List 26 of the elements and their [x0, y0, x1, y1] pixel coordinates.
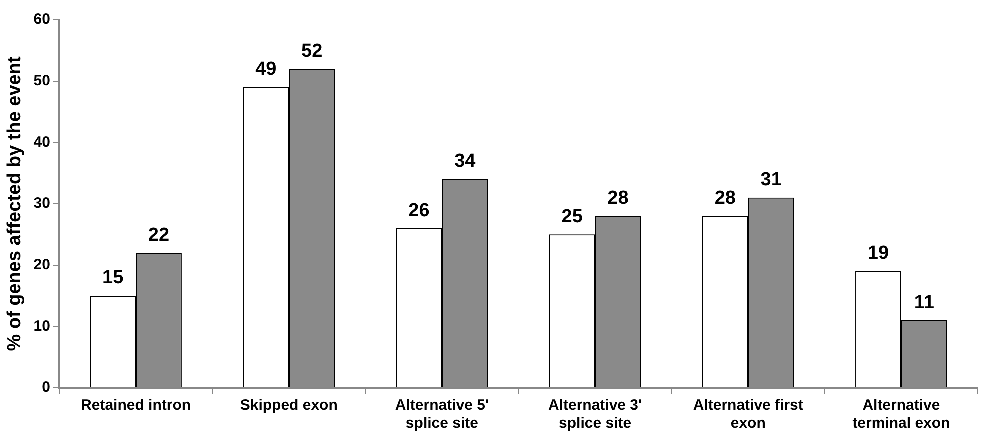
data-label: 52 — [302, 40, 323, 62]
data-label: 19 — [868, 243, 890, 264]
data-label: 15 — [102, 268, 124, 289]
data-label: 34 — [454, 151, 476, 172]
y-tick-label: 10 — [34, 318, 50, 335]
y-tick-label: 60 — [34, 11, 50, 28]
y-axis-title: % of genes affected by the event — [4, 56, 26, 352]
data-label: 11 — [914, 292, 935, 314]
data-label: 26 — [408, 200, 430, 222]
data-label: 49 — [256, 59, 277, 80]
data-label: 28 — [714, 188, 736, 209]
y-tick-label: 50 — [34, 72, 50, 90]
data-label: 25 — [562, 206, 584, 228]
data-label: 22 — [148, 224, 170, 246]
y-tick-label: 30 — [34, 195, 50, 212]
y-tick-label: 20 — [34, 256, 50, 274]
x-tick-label: Alternative first exon — [693, 397, 804, 432]
x-tick-label: Retained intron — [81, 397, 192, 414]
x-tick-label: Alternative 3' splice site — [548, 397, 642, 432]
x-tick-label: Alternative terminal exon — [852, 397, 950, 432]
data-label: 28 — [608, 188, 629, 209]
data-label: 31 — [760, 170, 782, 191]
y-tick-label: 40 — [34, 134, 50, 151]
y-tick-label: 0 — [42, 379, 50, 396]
x-tick-label: Alternative 5' splice site — [395, 397, 490, 432]
x-tick-label: Skipped exon — [240, 397, 338, 414]
